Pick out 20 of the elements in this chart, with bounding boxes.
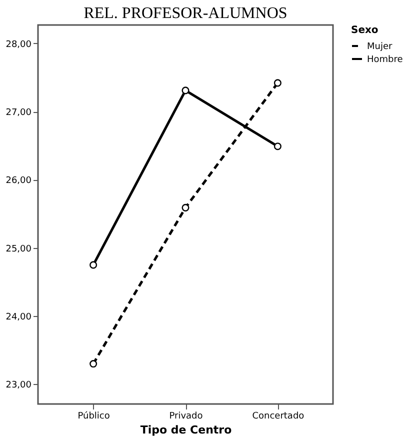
legend-label: Mujer (367, 42, 393, 52)
x-tick-label: Privado (169, 412, 204, 422)
legend-title: Sexo (351, 25, 378, 36)
y-tick-label: 28,00 (6, 40, 32, 50)
y-tick-label: 27,00 (6, 108, 32, 118)
x-tick-label: Concertado (252, 412, 305, 422)
chart-title: REL. PROFESOR-ALUMNOS (84, 5, 288, 22)
x-tick-label: Público (78, 410, 110, 422)
point (182, 86, 190, 94)
point (182, 204, 190, 212)
point (274, 79, 282, 87)
point (90, 360, 98, 368)
y-tick-label: 24,00 (6, 312, 32, 323)
y-tick-label: 23,00 (6, 380, 32, 391)
point (274, 142, 282, 150)
point (90, 261, 98, 269)
y-tick-label: 26,00 (6, 176, 32, 186)
y-tick-label: 25,00 (6, 244, 32, 254)
x-axis-title: Tipo de Centro (140, 424, 232, 436)
legend-label: Hombre (367, 55, 404, 65)
